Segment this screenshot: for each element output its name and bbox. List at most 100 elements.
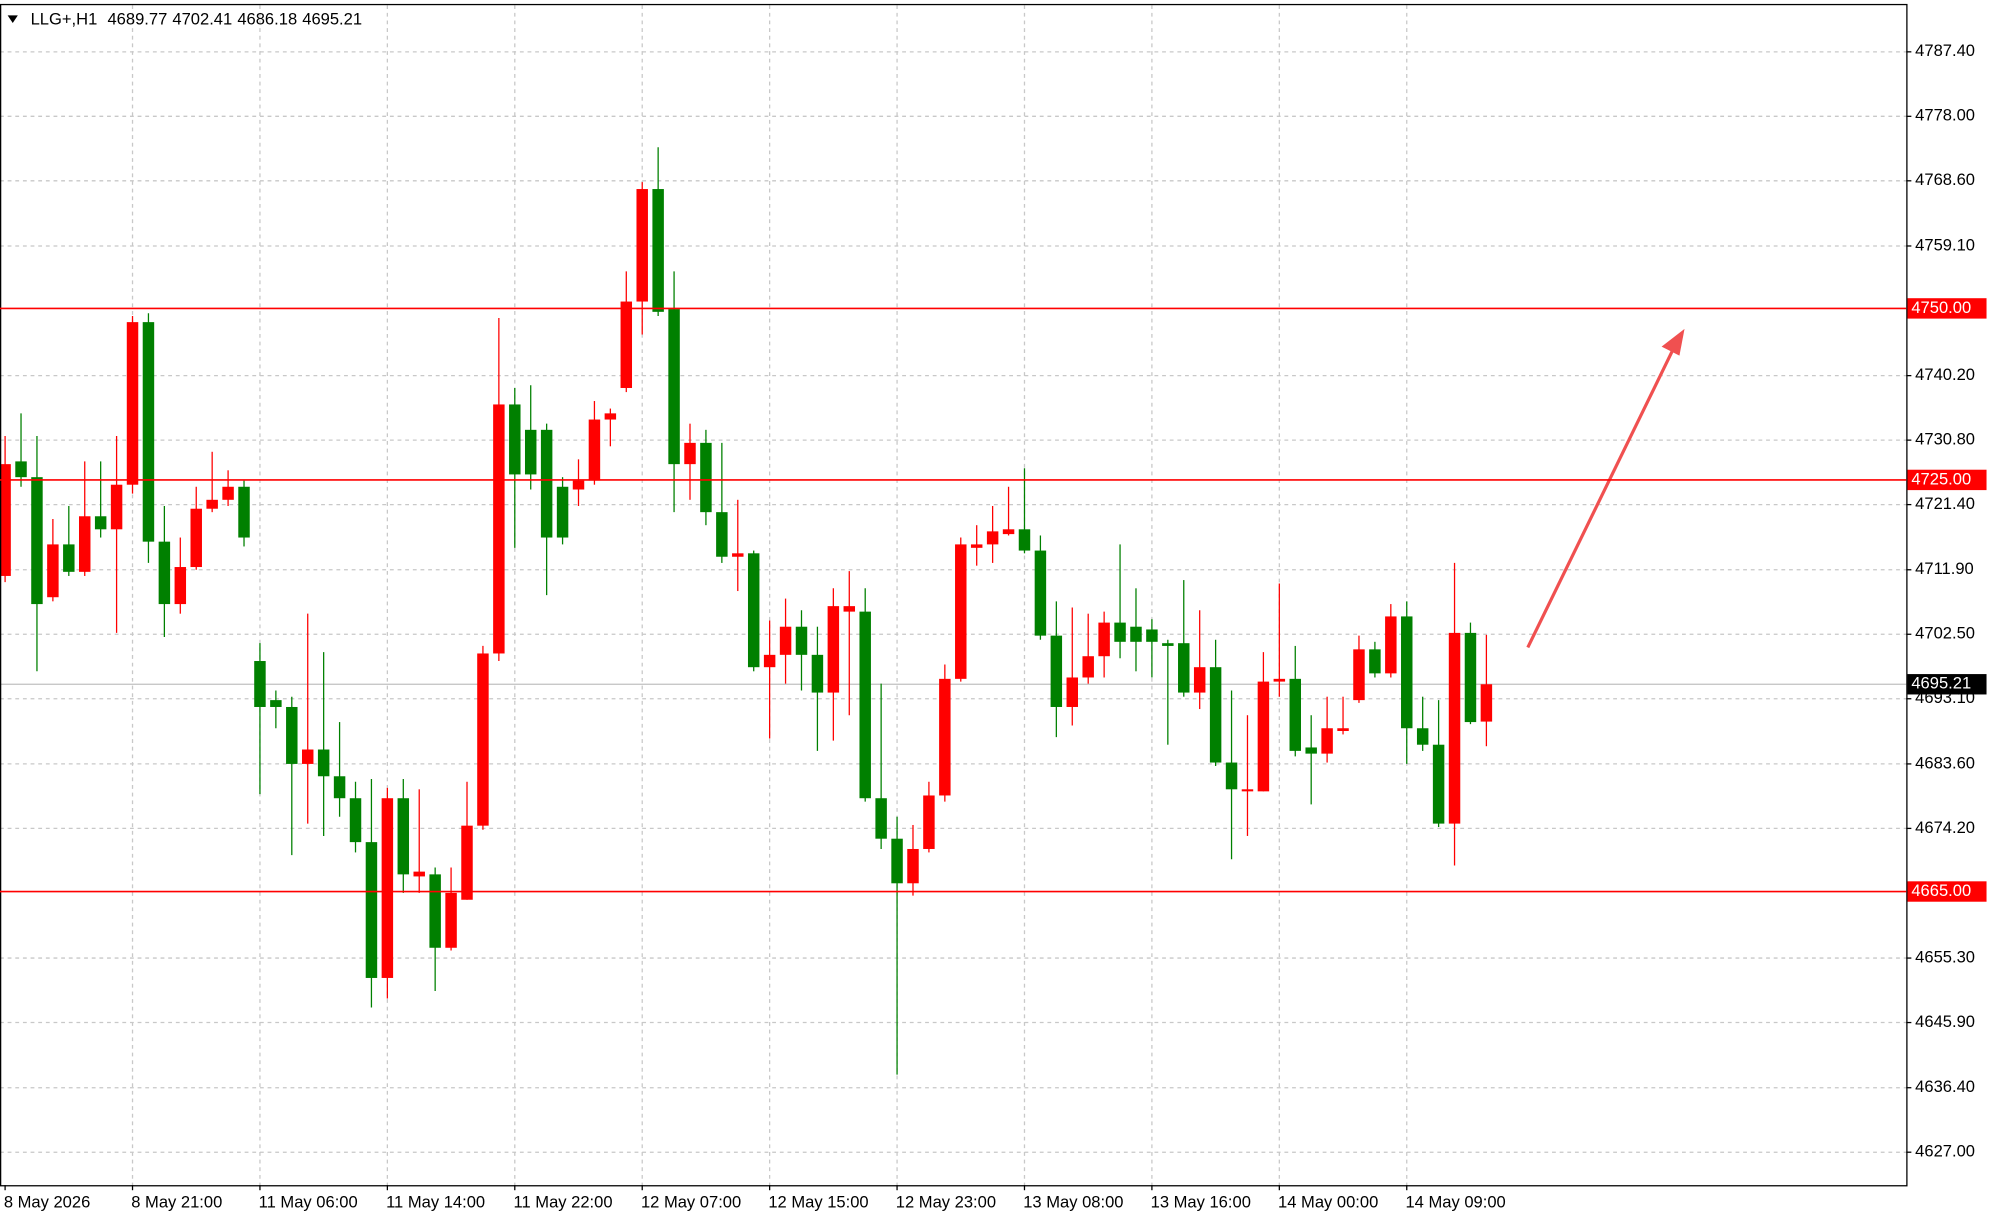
candle-body <box>1018 529 1031 551</box>
candle-body <box>174 567 187 605</box>
candle-body <box>1162 643 1174 646</box>
level-label: 4750.00 <box>1911 298 1971 317</box>
candle-body <box>1401 616 1413 729</box>
last-price-box <box>1907 674 1987 695</box>
candle-body <box>875 798 887 839</box>
candle-body <box>31 477 43 605</box>
candle-body <box>939 678 951 796</box>
candle-body <box>1209 667 1222 763</box>
y-tick-label: 4787.40 <box>1915 41 1975 60</box>
level-label-box <box>1907 298 1987 319</box>
y-tick-label: 4711.90 <box>1915 559 1974 578</box>
y-tick-label: 4759.10 <box>1915 235 1975 254</box>
candle-body <box>270 700 282 707</box>
y-tick-label: 4645.90 <box>1915 1012 1975 1031</box>
x-tick-label: 12 May 07:00 <box>641 1192 741 1211</box>
candle-body <box>684 442 696 465</box>
candle-body <box>604 413 617 420</box>
candle-body <box>620 301 633 388</box>
x-tick-label: 14 May 00:00 <box>1278 1192 1378 1211</box>
candle-body <box>1034 550 1047 636</box>
candle-body <box>572 480 585 490</box>
candle-body <box>47 544 59 598</box>
candle-body <box>1385 616 1397 674</box>
candle-body <box>429 874 441 948</box>
candle-body <box>509 404 521 475</box>
candle-body <box>763 654 776 668</box>
level-label-box <box>1907 469 1987 491</box>
y-tick-label: 4730.80 <box>1915 429 1975 448</box>
high: 4702.41 <box>172 10 232 29</box>
candle-body <box>668 309 680 465</box>
close: 4695.21 <box>302 10 362 29</box>
candle-body <box>126 322 139 485</box>
y-tick-label: 4778.00 <box>1915 106 1975 125</box>
candle-body <box>1289 678 1301 751</box>
candle-body <box>955 544 967 679</box>
candle-body <box>1225 762 1238 790</box>
candle-body <box>1273 678 1286 682</box>
candle-body <box>493 404 505 654</box>
level-label: 4725.00 <box>1911 469 1971 488</box>
candle-body <box>461 825 473 900</box>
level-label: 4665.00 <box>1911 881 1971 900</box>
level-label-box <box>1907 881 1987 902</box>
candle-body <box>1130 626 1142 642</box>
candle-body <box>1002 529 1015 535</box>
candle-body <box>254 661 266 707</box>
y-tick-label: 4674.20 <box>1915 818 1975 837</box>
candle-body <box>524 429 537 475</box>
candle-body <box>477 653 489 826</box>
candle-body <box>1098 622 1110 657</box>
candle-body <box>1416 728 1429 745</box>
candle-body <box>923 795 935 849</box>
candle-body <box>1321 728 1333 754</box>
x-tick-label: 13 May 08:00 <box>1023 1192 1123 1211</box>
candle-body <box>811 654 824 693</box>
header: LLG+,H1 4689.77 4702.41 4686.18 4695.21 <box>31 10 363 29</box>
menu-icon <box>7 15 18 24</box>
candle-body <box>747 553 760 668</box>
low: 4686.18 <box>237 10 297 29</box>
x-tick-label: 11 May 14:00 <box>386 1192 485 1211</box>
candle-body <box>238 486 250 538</box>
x-tick-label: 11 May 22:00 <box>514 1192 613 1211</box>
candle-body <box>0 464 11 576</box>
candle-body <box>986 531 999 545</box>
candle-body <box>317 749 330 777</box>
candle-body <box>795 626 808 655</box>
candle-body <box>413 871 425 877</box>
candle-body <box>556 486 569 538</box>
x-tick-label: 12 May 23:00 <box>896 1192 996 1211</box>
candle-body <box>1146 629 1158 642</box>
candle-body <box>1178 643 1190 693</box>
candle-body <box>381 798 394 978</box>
candle-body <box>1369 649 1381 674</box>
x-tick-label: 12 May 15:00 <box>768 1192 868 1211</box>
candle-body <box>190 508 202 568</box>
candle-body <box>397 798 410 875</box>
candle-body <box>636 189 648 302</box>
candle-body <box>779 626 792 655</box>
candle-body <box>1193 667 1206 693</box>
candle-body <box>540 429 553 538</box>
candle-body <box>333 776 346 799</box>
trend-arrow-head <box>1661 328 1685 356</box>
candle-body <box>1305 747 1317 754</box>
candle-body <box>1050 635 1063 707</box>
candle-body <box>206 499 218 509</box>
candle-body <box>1241 789 1254 792</box>
y-tick-label: 4721.40 <box>1915 494 1975 513</box>
candle-body <box>1464 632 1477 723</box>
candle-body <box>970 544 983 548</box>
candle-body <box>1066 677 1079 707</box>
x-tick-label: 8 May 21:00 <box>131 1192 222 1211</box>
candle-body <box>732 553 744 557</box>
candle-body <box>907 848 919 884</box>
x-tick-label: 13 May 16:00 <box>1151 1192 1251 1211</box>
y-tick-label: 4702.50 <box>1915 624 1975 643</box>
candle-body <box>1448 632 1461 824</box>
candle-body <box>1432 744 1445 824</box>
last-price-label: 4695.21 <box>1911 674 1971 693</box>
